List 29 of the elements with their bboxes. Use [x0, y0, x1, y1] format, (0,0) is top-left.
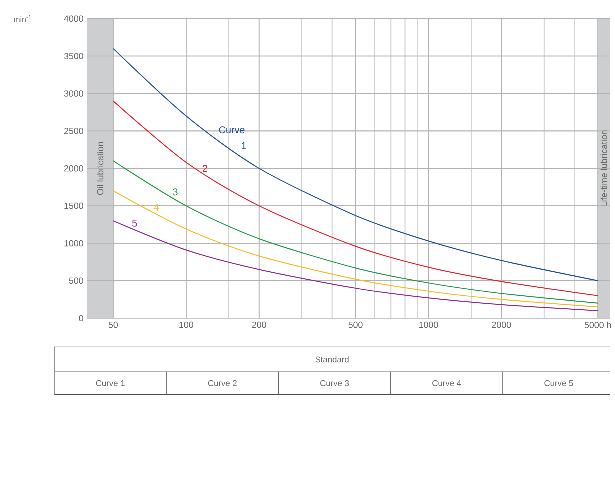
text: Curve 3: [320, 380, 350, 386]
y-tick-label: 1000: [64, 240, 84, 247]
text: Curve 1: [96, 380, 125, 386]
y-tick-label: 4000: [64, 16, 84, 22]
y-tick-label: 2500: [64, 128, 84, 134]
y-tick-label: 3000: [64, 90, 84, 97]
series-label: 1: [242, 142, 246, 150]
text: Curve 2: [208, 380, 237, 386]
y-tick-label: 0: [79, 315, 84, 322]
y-tick-label: 1500: [64, 202, 84, 210]
x-tick-label: 1000: [420, 322, 438, 328]
y-tick-label: 3500: [64, 53, 84, 60]
x-tick-label: 200: [252, 322, 266, 328]
x-tick-label: 2000: [492, 322, 512, 328]
text: Curve 5: [544, 380, 574, 386]
x-tick-label: 50: [108, 322, 118, 328]
annotation: Curve: [219, 126, 245, 134]
series-label: 5: [132, 220, 138, 227]
text: Standard: [316, 356, 349, 363]
y-tick-label: 2000: [64, 165, 84, 172]
series-label: 2: [203, 165, 208, 172]
series-label: 4: [154, 204, 160, 211]
text: Curve 4: [432, 380, 462, 386]
x-tick-label: 100: [180, 322, 194, 328]
y-tick-label: 500: [69, 278, 84, 284]
band-label: Oil lubrication: [97, 142, 104, 196]
x-tick-label: 5000 h: [584, 322, 612, 328]
x-tick-label: 500: [348, 322, 363, 328]
series-label: 3: [173, 188, 178, 196]
